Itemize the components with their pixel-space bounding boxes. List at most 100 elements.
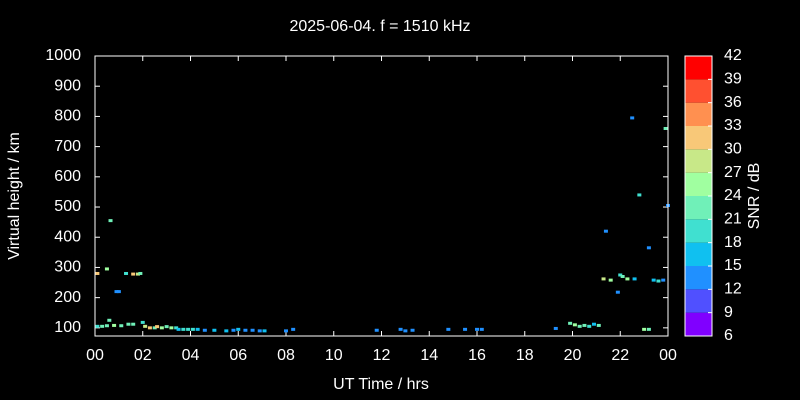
echo-point xyxy=(663,126,668,130)
colorbar-band xyxy=(685,266,712,290)
echo-point xyxy=(577,324,582,328)
x-tick-label: 20 xyxy=(564,347,582,364)
colorbar-band xyxy=(685,102,712,126)
echo-point xyxy=(596,323,601,327)
colorbar-tick-label: 18 xyxy=(724,234,742,251)
echo-point xyxy=(446,327,451,331)
echo-point xyxy=(131,322,136,326)
echo-point xyxy=(114,290,119,294)
echo-point xyxy=(642,327,647,331)
echo-point xyxy=(587,324,592,328)
x-tick-label: 14 xyxy=(420,347,438,364)
colorbar-tick-label: 39 xyxy=(724,71,742,88)
echo-point xyxy=(174,326,179,330)
colorbar-label: SNR / dB xyxy=(746,163,763,230)
echo-point xyxy=(190,327,195,331)
colorbar-band xyxy=(685,289,712,313)
echo-point xyxy=(135,272,140,276)
echo-point xyxy=(250,328,255,332)
colorbar-band xyxy=(685,312,712,336)
echo-point xyxy=(262,329,267,333)
echo-point xyxy=(572,323,577,327)
colorbar-tick-label: 12 xyxy=(724,281,742,298)
colorbar-tick-label: 6 xyxy=(724,327,733,344)
colorbar-band xyxy=(685,149,712,173)
echo-point xyxy=(164,325,169,329)
echo-point xyxy=(463,327,468,331)
echo-point xyxy=(630,116,635,120)
plot-frame xyxy=(94,55,669,337)
colorbar-tick-label: 27 xyxy=(724,164,742,181)
echo-point xyxy=(107,318,112,322)
echo-point xyxy=(618,273,623,277)
colorbar-tick-label: 33 xyxy=(724,117,742,134)
echo-point xyxy=(591,322,596,326)
echo-point xyxy=(212,328,217,332)
echo-point xyxy=(620,274,625,278)
echo-point xyxy=(236,327,241,331)
x-axis-label: UT Time / hrs xyxy=(333,376,429,393)
colorbar-band xyxy=(685,242,712,266)
x-tick-label: 08 xyxy=(277,347,295,364)
echo-point xyxy=(582,323,587,327)
echo-point xyxy=(140,320,145,324)
x-tick-label: 06 xyxy=(229,347,247,364)
echo-point xyxy=(661,278,666,282)
x-tick-label: 12 xyxy=(373,347,391,364)
echo-point xyxy=(403,329,408,333)
chart-title: 2025-06-04. f = 1510 kHz xyxy=(289,18,470,35)
echo-point xyxy=(646,246,651,250)
echo-point xyxy=(186,327,191,331)
echo-point xyxy=(169,326,174,330)
echo-point xyxy=(603,229,608,233)
y-tick-label: 400 xyxy=(54,228,81,245)
echo-point xyxy=(104,324,109,328)
echo-point xyxy=(152,326,157,330)
echo-point xyxy=(159,326,164,330)
colorbar-tick-label: 15 xyxy=(724,257,742,274)
y-axis-label: Virtual height / km xyxy=(6,132,23,260)
colorbar-band xyxy=(685,126,712,150)
x-tick-label: 16 xyxy=(468,347,486,364)
y-tick-label: 700 xyxy=(54,138,81,155)
y-tick-label: 1000 xyxy=(45,47,81,64)
colorbar-tick-label: 9 xyxy=(724,304,733,321)
echo-point xyxy=(116,290,121,294)
echo-point xyxy=(479,327,484,331)
echo-point xyxy=(195,327,200,331)
echo-point xyxy=(656,279,661,283)
echo-point xyxy=(243,328,248,332)
colorbar-tick-label: 30 xyxy=(724,141,742,158)
echo-point xyxy=(291,327,296,331)
colorbar-band xyxy=(685,56,712,80)
x-tick-label: 18 xyxy=(516,347,534,364)
x-tick-label: 00 xyxy=(86,347,104,364)
y-tick-label: 100 xyxy=(54,319,81,336)
echo-point xyxy=(131,272,136,276)
echo-point xyxy=(124,271,129,275)
echo-point xyxy=(147,326,152,330)
x-tick-label: 02 xyxy=(134,347,152,364)
x-tick-label: 22 xyxy=(611,347,629,364)
echo-point xyxy=(176,327,181,331)
echo-point xyxy=(410,328,415,332)
x-tick-label: 10 xyxy=(325,347,343,364)
colorbar-tick-label: 24 xyxy=(724,187,742,204)
echo-point xyxy=(231,328,236,332)
y-tick-label: 300 xyxy=(54,259,81,276)
echo-point xyxy=(95,324,100,328)
y-tick-label: 900 xyxy=(54,77,81,94)
echo-point xyxy=(398,327,403,331)
echo-point xyxy=(553,326,558,330)
x-tick-label: 00 xyxy=(659,347,677,364)
echo-point xyxy=(646,327,651,331)
echo-point xyxy=(632,277,637,281)
x-tick-label: 04 xyxy=(182,347,200,364)
echo-point xyxy=(568,321,573,325)
echo-point xyxy=(112,323,117,327)
colorbar-band xyxy=(685,196,712,220)
echo-point xyxy=(108,219,113,223)
echo-point xyxy=(257,329,262,333)
